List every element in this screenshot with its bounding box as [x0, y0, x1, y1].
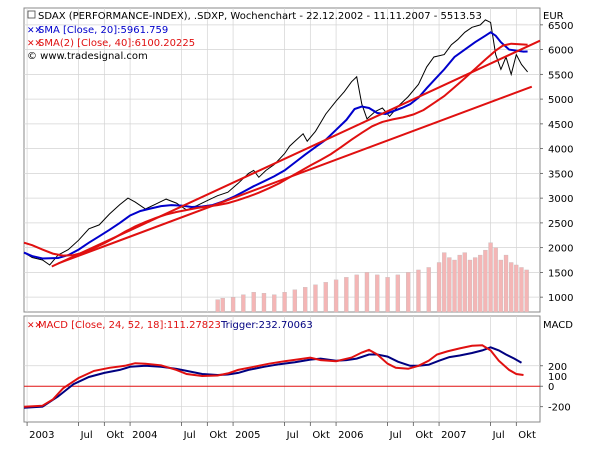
x-tick-label: Jul: [492, 430, 505, 441]
volume-bar: [503, 254, 509, 313]
x-tick-label: 2003: [29, 430, 54, 441]
price-tick-label: 4000: [548, 145, 573, 156]
currency-label: EUR: [543, 11, 564, 22]
volume-bar: [436, 262, 442, 313]
volume-bar: [364, 272, 370, 313]
x-tick-label: 2006: [338, 430, 363, 441]
volume-bar: [230, 296, 236, 313]
volume-bar: [272, 294, 277, 313]
macd-tick-label: 200: [548, 362, 567, 373]
volume-bar: [488, 242, 493, 313]
x-tick-label: Jul: [286, 430, 299, 441]
macd-legend: MACD [Close, 24, 52, 18]:111.27823: [38, 320, 221, 331]
macd-axis-label: MACD: [543, 320, 573, 331]
volume-bar: [395, 274, 401, 313]
volume-bar: [447, 257, 452, 313]
price-tick-label: 6500: [548, 21, 573, 32]
x-tick-label: Okt: [312, 430, 330, 441]
volume-bar: [375, 274, 380, 313]
volume-bar: [406, 272, 411, 313]
symbol-box-icon: [27, 10, 36, 19]
trigger-series: [23, 344, 524, 408]
sma40-legend: SMA(2) [Close, 40]:6100.20225: [38, 38, 195, 49]
volume-bar: [303, 287, 308, 313]
x-axis: 2003 Jul Okt 2004 Jul Okt 2005 Jul Okt 2006 Jul Okt…: [26, 422, 536, 441]
volume-bars: [215, 242, 529, 313]
price-tick-label: 1500: [548, 268, 573, 279]
volume-bar: [215, 299, 220, 313]
price-series: [23, 19, 528, 266]
price-tick-label: 5500: [548, 70, 573, 81]
volume-bar: [416, 269, 421, 313]
volume-bar: [292, 289, 298, 313]
volume-bar: [241, 294, 246, 313]
volume-bar: [498, 259, 504, 313]
macd-last-value-label: 100: [548, 372, 567, 383]
x-tick-label: Okt: [209, 430, 227, 441]
x-tick-label: Okt: [518, 430, 536, 441]
macd-tick-label: 0: [548, 382, 554, 393]
volume-bar: [333, 279, 339, 313]
price-tick-label: 1000: [548, 293, 573, 304]
volume-bar: [220, 297, 225, 313]
volume-bar: [251, 292, 256, 313]
volume-bar: [313, 284, 318, 313]
macd-tick-label: -200: [548, 403, 571, 414]
x-tick-label: Jul: [183, 430, 196, 441]
volume-bar: [385, 277, 390, 313]
trendline-upper: [51, 39, 541, 268]
volume-bar: [509, 262, 514, 313]
volume-bar: [442, 252, 447, 313]
volume-bar: [323, 282, 328, 313]
x-tick-label: Jul: [389, 430, 402, 441]
price-y-axis: 1000 1500 2000 2500 3000 3500 4000 4500 5000 5500…: [540, 21, 573, 304]
sma20-legend: SMA [Close, 20]:5961.759: [38, 25, 168, 36]
volume-bar: [524, 269, 529, 313]
price-tick-label: 5000: [548, 95, 573, 106]
price-tick-label: 3000: [548, 194, 573, 205]
price-tick-label: 2000: [548, 244, 573, 255]
volume-bar: [457, 254, 462, 313]
volume-bar: [478, 254, 483, 313]
volume-bar: [344, 277, 349, 313]
volume-bar: [519, 267, 524, 313]
price-tick-label: 6000: [548, 46, 573, 57]
volume-bar: [282, 292, 287, 313]
macd-panel: [23, 315, 541, 423]
x-tick-label: Okt: [106, 430, 124, 441]
x-tick-label: Jul: [80, 430, 93, 441]
chart-header: SDAX (PERFORMANCE-INDEX), .SDXP, Wochenc…: [27, 10, 564, 62]
volume-bar: [452, 259, 457, 313]
volume-bar: [483, 249, 488, 313]
price-tick-label: 3500: [548, 169, 573, 180]
macd-header: ✕✕ MACD [Close, 24, 52, 18]:111.27823 Tr…: [27, 320, 573, 331]
x-tick-label: Okt: [415, 430, 433, 441]
trendline-lower: [57, 85, 533, 265]
volume-bar: [354, 274, 359, 313]
volume-bar: [467, 259, 473, 313]
x-tick-label: 2007: [441, 430, 466, 441]
chart-title: SDAX (PERFORMANCE-INDEX), .SDXP, Wochenc…: [38, 11, 482, 22]
sma20-series: [23, 31, 528, 260]
copyright-text: © www.tradesignal.com: [27, 51, 148, 62]
price-tick-label: 2500: [548, 219, 573, 230]
volume-bar: [426, 267, 431, 313]
macd-legend-icon: ✕✕: [27, 321, 42, 331]
volume-bar: [261, 293, 267, 313]
price-tick-label: 4500: [548, 120, 573, 131]
x-tick-label: 2005: [235, 430, 260, 441]
volume-bar: [472, 257, 478, 313]
sma20-legend-icon: ✕✕: [27, 26, 42, 36]
volume-bar: [462, 252, 467, 313]
trigger-legend: Trigger:232.70063: [220, 320, 313, 331]
sma40-legend-icon: ✕✕: [27, 39, 42, 49]
volume-bar: [514, 264, 519, 313]
volume-bar: [493, 247, 498, 313]
x-tick-label: 2004: [132, 430, 157, 441]
macd-gridlines: [24, 316, 540, 422]
